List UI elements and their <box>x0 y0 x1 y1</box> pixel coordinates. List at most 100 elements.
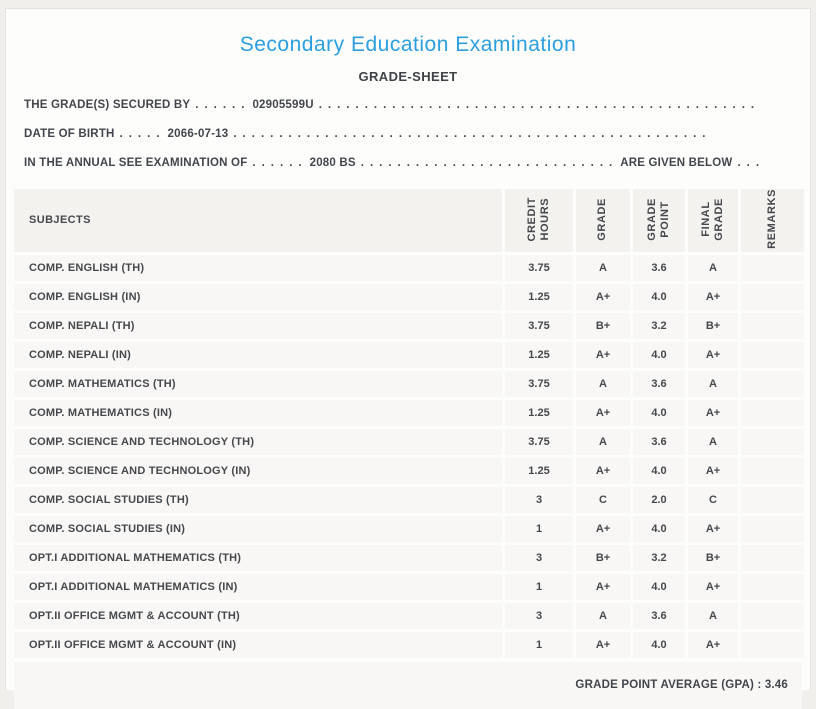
credit-hours-cell: 1.25 <box>505 341 573 368</box>
table-row: OPT.I ADDITIONAL MATHEMATICS (IN) 1 A+ 4.0 A… <box>14 573 804 600</box>
grade-sheet-card: Secondary Education Examination GRADE-SH… <box>5 8 811 709</box>
grade-cell: C <box>576 486 630 513</box>
examination-year-value: 2080 BS <box>309 157 356 169</box>
grade-point-cell: 3.2 <box>633 312 685 339</box>
page-title: Secondary Education Examination <box>239 33 577 56</box>
grade-point-cell: 3.6 <box>633 254 685 281</box>
remarks-cell <box>741 370 804 397</box>
candidate-info-section: THE GRADE(S) SECURED BY...... 02905599U..… <box>24 99 792 169</box>
remarks-cell <box>741 283 804 310</box>
date-of-birth-line: DATE OF BIRTH..... 2066-07-13............… <box>24 128 792 140</box>
table-row: OPT.II OFFICE MGMT & ACCOUNT (IN) 1 A+ 4.0 A… <box>14 631 804 658</box>
subject-cell: OPT.II OFFICE MGMT & ACCOUNT (TH) <box>14 602 502 629</box>
grade-sheet-heading: GRADE-SHEET <box>358 69 458 84</box>
gpa-summary-band: GRADE POINT AVERAGE (GPA) : 3.46 <box>14 661 802 709</box>
subject-cell: OPT.II OFFICE MGMT & ACCOUNT (IN) <box>14 631 502 658</box>
dotted-filler: ...... <box>252 157 308 169</box>
credit-hours-cell: 1.25 <box>505 457 573 484</box>
grade-point-cell: 3.6 <box>633 602 685 629</box>
grade-point-cell: 4.0 <box>633 573 685 600</box>
remarks-cell <box>741 631 804 658</box>
grade-cell: A+ <box>576 283 630 310</box>
column-header-subjects: SUBJECTS <box>14 189 502 252</box>
table-row: OPT.I ADDITIONAL MATHEMATICS (TH) 3 B+ 3.2 B… <box>14 544 804 571</box>
column-header-grade: GRADE <box>576 189 630 252</box>
grade-point-cell: 3.6 <box>633 428 685 455</box>
subject-cell: COMP. ENGLISH (IN) <box>14 283 502 310</box>
final-grade-cell: A+ <box>688 341 738 368</box>
subject-cell: COMP. SOCIAL STUDIES (TH) <box>14 486 502 513</box>
date-of-birth-label: DATE OF BIRTH <box>24 128 115 140</box>
subject-cell: COMP. MATHEMATICS (IN) <box>14 399 502 426</box>
grade-cell: A+ <box>576 399 630 426</box>
grade-cell: A+ <box>576 341 630 368</box>
remarks-cell <box>741 312 804 339</box>
grade-cell: A+ <box>576 457 630 484</box>
credit-hours-cell: 1 <box>505 515 573 542</box>
subject-cell: COMP. SCIENCE AND TECHNOLOGY (IN) <box>14 457 502 484</box>
final-grade-cell: A+ <box>688 399 738 426</box>
credit-hours-cell: 1.25 <box>505 399 573 426</box>
remarks-cell <box>741 399 804 426</box>
remarks-cell <box>741 573 804 600</box>
remarks-cell <box>741 428 804 455</box>
table-row: OPT.II OFFICE MGMT & ACCOUNT (TH) 3 A 3.6 A <box>14 602 804 629</box>
dotted-filler: ... <box>737 157 766 169</box>
final-grade-cell: B+ <box>688 312 738 339</box>
remarks-cell <box>741 254 804 281</box>
grades-secured-by-line: THE GRADE(S) SECURED BY...... 02905599U..… <box>24 99 792 111</box>
grade-point-cell: 2.0 <box>633 486 685 513</box>
final-grade-cell: A <box>688 602 738 629</box>
credit-hours-cell: 3 <box>505 602 573 629</box>
credit-hours-cell: 3 <box>505 486 573 513</box>
grade-cell: B+ <box>576 312 630 339</box>
table-row: COMP. MATHEMATICS (TH) 3.75 A 3.6 A <box>14 370 804 397</box>
final-grade-cell: A+ <box>688 515 738 542</box>
final-grade-cell: A <box>688 428 738 455</box>
grade-point-cell: 4.0 <box>633 515 685 542</box>
dotted-filler: ........................................… <box>233 128 712 140</box>
dotted-filler: ..... <box>119 128 166 140</box>
credit-hours-cell: 1 <box>505 631 573 658</box>
column-header-credit-hours: CREDIT HOURS <box>505 189 573 252</box>
table-header-row: SUBJECTS CREDIT HOURS GRADE GRADE POINT … <box>14 189 804 252</box>
remarks-cell <box>741 486 804 513</box>
credit-hours-cell: 3.75 <box>505 370 573 397</box>
table-row: COMP. NEPALI (TH) 3.75 B+ 3.2 B+ <box>14 312 804 339</box>
table-row: COMP. NEPALI (IN) 1.25 A+ 4.0 A+ <box>14 341 804 368</box>
grade-point-cell: 3.6 <box>633 370 685 397</box>
grade-cell: A <box>576 428 630 455</box>
final-grade-cell: A+ <box>688 457 738 484</box>
grade-point-cell: 4.0 <box>633 399 685 426</box>
table-row: COMP. SCIENCE AND TECHNOLOGY (TH) 3.75 A 3.… <box>14 428 804 455</box>
grade-point-cell: 3.2 <box>633 544 685 571</box>
grade-cell: A+ <box>576 515 630 542</box>
gpa-text: GRADE POINT AVERAGE (GPA) : 3.46 <box>575 679 788 692</box>
table-row: COMP. SCIENCE AND TECHNOLOGY (IN) 1.25 A+ 4… <box>14 457 804 484</box>
grade-point-cell: 4.0 <box>633 341 685 368</box>
are-given-below-label: ARE GIVEN BELOW <box>620 157 733 169</box>
credit-hours-cell: 3 <box>505 544 573 571</box>
final-grade-cell: A+ <box>688 631 738 658</box>
examination-of-label: IN THE ANNUAL SEE EXAMINATION OF <box>24 157 248 169</box>
dotted-filler: ...... <box>195 99 251 111</box>
grade-point-cell: 4.0 <box>633 283 685 310</box>
credit-hours-cell: 1.25 <box>505 283 573 310</box>
subject-cell: OPT.I ADDITIONAL MATHEMATICS (TH) <box>14 544 502 571</box>
final-grade-cell: B+ <box>688 544 738 571</box>
symbol-number-value: 02905599U <box>252 99 314 111</box>
final-grade-cell: A+ <box>688 283 738 310</box>
final-grade-cell: A <box>688 370 738 397</box>
column-header-grade-point: GRADE POINT <box>633 189 685 252</box>
credit-hours-cell: 3.75 <box>505 312 573 339</box>
table-row: COMP. ENGLISH (TH) 3.75 A 3.6 A <box>14 254 804 281</box>
table-row: COMP. SOCIAL STUDIES (IN) 1 A+ 4.0 A+ <box>14 515 804 542</box>
remarks-cell <box>741 602 804 629</box>
grade-table-body: COMP. ENGLISH (TH) 3.75 A 3.6 A COMP. ENGLISH… <box>14 254 804 658</box>
column-header-remarks: REMARKS <box>741 189 804 252</box>
subject-cell: COMP. NEPALI (IN) <box>14 341 502 368</box>
subject-cell: COMP. ENGLISH (TH) <box>14 254 502 281</box>
remarks-cell <box>741 341 804 368</box>
table-row: COMP. MATHEMATICS (IN) 1.25 A+ 4.0 A+ <box>14 399 804 426</box>
subject-cell: COMP. MATHEMATICS (TH) <box>14 370 502 397</box>
